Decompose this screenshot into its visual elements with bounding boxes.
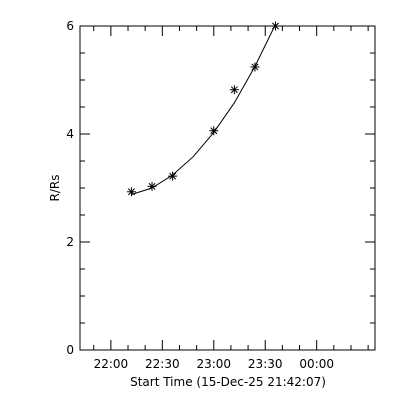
data-points	[126, 21, 281, 197]
x-tick-label: 23:00	[196, 357, 231, 371]
data-point-marker	[250, 62, 260, 72]
x-axis-ticks	[93, 26, 369, 350]
data-point-marker	[209, 126, 219, 136]
y-tick-label: 2	[66, 235, 74, 249]
y-tick-label: 0	[66, 343, 74, 357]
data-point-marker	[126, 187, 136, 197]
y-tick-label: 6	[66, 19, 74, 33]
data-point-marker	[229, 85, 239, 95]
data-point-marker	[168, 171, 178, 181]
x-axis-tick-labels: 22:00 22:30 23:00 23:30 00:00	[94, 357, 334, 371]
x-tick-label: 23:30	[248, 357, 283, 371]
y-axis-tick-labels: 0 2 4 6	[66, 19, 74, 357]
fit-curve	[131, 24, 276, 195]
x-axis-label: Start Time (15-Dec-25 21:42:07)	[130, 375, 326, 389]
plot-frame	[79, 25, 376, 351]
x-tick-label: 00:00	[299, 357, 334, 371]
y-axis-ticks	[80, 25, 375, 351]
data-point-marker	[147, 181, 157, 191]
y-axis-label: R/Rs	[48, 175, 62, 202]
y-tick-label: 4	[66, 127, 74, 141]
data-point-marker	[271, 21, 281, 31]
x-tick-label: 22:00	[94, 357, 129, 371]
x-tick-label: 22:30	[145, 357, 180, 371]
